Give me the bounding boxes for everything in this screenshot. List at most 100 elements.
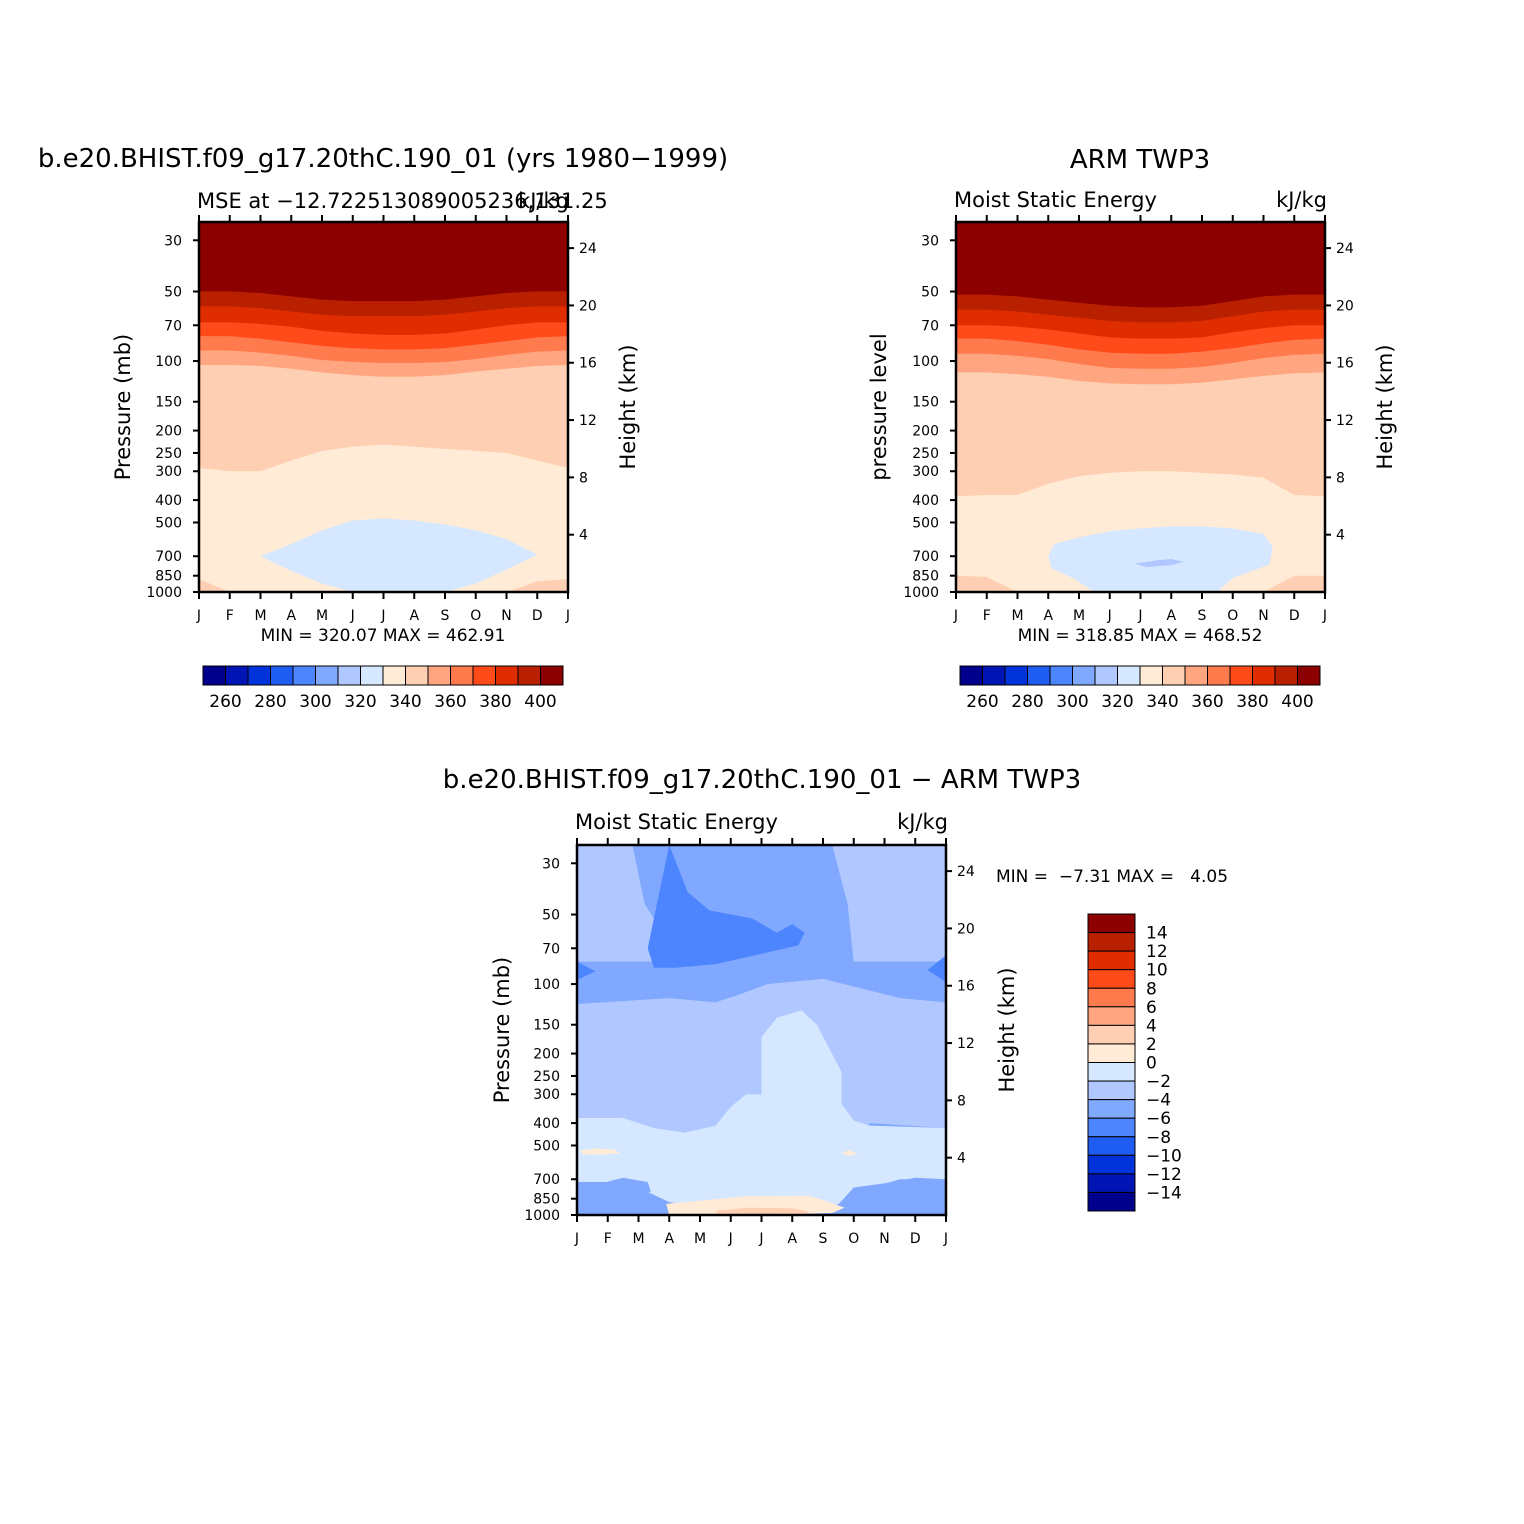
colorbar-cell bbox=[1087, 1024, 1136, 1045]
contour-band bbox=[260, 518, 538, 592]
x-tick-label: J bbox=[350, 608, 355, 624]
x-tick-label: M bbox=[316, 608, 328, 624]
y-tick-label: 1000 bbox=[903, 585, 939, 601]
panel1-y2label: Height (km) bbox=[616, 344, 640, 469]
y2-tick-label: 20 bbox=[1336, 298, 1354, 314]
y-tick-label: 100 bbox=[155, 354, 182, 370]
x-tick-label: N bbox=[1258, 608, 1268, 624]
colorbar-label: 320 bbox=[1101, 692, 1133, 712]
contour-band bbox=[199, 222, 568, 302]
colorbar-cell bbox=[1087, 1062, 1136, 1082]
colorbar-label: 280 bbox=[1011, 692, 1043, 712]
y-tick-label: 300 bbox=[533, 1087, 560, 1103]
colorbar-cell bbox=[1087, 1173, 1136, 1193]
colorbar-cell bbox=[360, 665, 384, 686]
x-tick-label: J bbox=[758, 1231, 763, 1247]
x-tick-label: A bbox=[1043, 608, 1053, 624]
x-tick-label: M bbox=[632, 1231, 644, 1247]
colorbar-label: −14 bbox=[1146, 1183, 1182, 1203]
x-tick-label: A bbox=[1166, 608, 1176, 624]
colorbar-label: 14 bbox=[1146, 924, 1168, 944]
y-tick-label: 200 bbox=[533, 1047, 560, 1063]
colorbar-label: 8 bbox=[1146, 979, 1157, 999]
x-tick-label: J bbox=[565, 608, 570, 624]
x-tick-label: A bbox=[664, 1231, 674, 1247]
y-tick-label: 70 bbox=[542, 941, 560, 957]
colorbar-label: −8 bbox=[1146, 1128, 1171, 1148]
contour-band bbox=[832, 845, 946, 962]
colorbar-cell bbox=[1229, 665, 1253, 686]
y-tick-label: 500 bbox=[155, 515, 182, 531]
colorbar-cell bbox=[1087, 987, 1136, 1008]
colorbar-cell bbox=[292, 665, 316, 686]
contour-band bbox=[841, 1150, 857, 1156]
panel1-ylabel: Pressure (mb) bbox=[111, 334, 135, 481]
colorbar-cell bbox=[1274, 665, 1298, 686]
y-tick-label: 150 bbox=[912, 395, 939, 411]
x-tick-label: N bbox=[501, 608, 511, 624]
panel1-contour-fills bbox=[199, 222, 568, 592]
panel3-y2label: Height (km) bbox=[995, 967, 1019, 1092]
x-tick-label: O bbox=[848, 1231, 859, 1247]
colorbar-cell bbox=[472, 665, 496, 686]
y-tick-label: 250 bbox=[155, 446, 182, 462]
contour-band bbox=[647, 845, 805, 968]
panel2-contour-fills bbox=[956, 222, 1325, 592]
x-tick-label: F bbox=[983, 608, 991, 624]
x-tick-label: M bbox=[1073, 608, 1085, 624]
colorbar-label: 400 bbox=[1281, 692, 1313, 712]
y-tick-label: 100 bbox=[533, 977, 560, 993]
colorbar-cell bbox=[1087, 1043, 1136, 1063]
contour-band bbox=[927, 955, 946, 983]
colorbar-label: 300 bbox=[1056, 692, 1088, 712]
colorbar-cell bbox=[1072, 665, 1096, 686]
colorbar-label: −2 bbox=[1146, 1072, 1171, 1092]
panel2-ylabel: pressure level bbox=[867, 333, 891, 480]
y2-tick-label: 8 bbox=[957, 1093, 966, 1109]
colorbar-cell bbox=[1087, 1136, 1136, 1156]
y2-tick-label: 20 bbox=[579, 298, 597, 314]
panel2-title: ARM TWP3 bbox=[1070, 145, 1210, 175]
x-tick-label: S bbox=[441, 608, 450, 624]
colorbar-cell bbox=[1087, 1006, 1136, 1026]
x-tick-label: J bbox=[953, 608, 958, 624]
x-tick-label: F bbox=[604, 1231, 612, 1247]
x-tick-label: J bbox=[380, 608, 385, 624]
y-tick-label: 200 bbox=[912, 424, 939, 440]
colorbar-label: −6 bbox=[1146, 1109, 1171, 1129]
panel1-title: b.e20.BHIST.f09_g17.20thC.190_01 (yrs 19… bbox=[38, 144, 728, 174]
colorbar-label: 280 bbox=[254, 692, 286, 712]
colorbar-cell bbox=[982, 665, 1006, 686]
colorbar-cell bbox=[1087, 1117, 1136, 1138]
y-tick-label: 1000 bbox=[146, 585, 182, 601]
colorbar-cell bbox=[959, 665, 983, 686]
colorbar-label: 360 bbox=[1191, 692, 1223, 712]
colorbar-cell bbox=[270, 665, 294, 686]
colorbar-cell bbox=[1162, 665, 1186, 686]
panel3-right-string: kJ/kg bbox=[897, 810, 948, 834]
panel3-stats: MIN = −7.31 MAX = 4.05 bbox=[996, 867, 1228, 887]
colorbar-cell bbox=[1087, 913, 1136, 934]
x-tick-label: O bbox=[1227, 608, 1238, 624]
x-tick-label: J bbox=[1107, 608, 1112, 624]
y-tick-label: 30 bbox=[542, 856, 560, 872]
colorbar-label: 260 bbox=[209, 692, 241, 712]
colorbar-label: 400 bbox=[524, 692, 556, 712]
contour-band bbox=[580, 1148, 621, 1156]
x-tick-label: D bbox=[910, 1231, 921, 1247]
colorbar-cell bbox=[247, 665, 271, 686]
panel3-title: b.e20.BHIST.f09_g17.20thC.190_01 − ARM T… bbox=[443, 765, 1081, 795]
contour-band bbox=[577, 845, 664, 962]
colorbar-cell bbox=[1139, 665, 1163, 686]
y-tick-label: 150 bbox=[155, 395, 182, 411]
x-tick-label: A bbox=[787, 1231, 797, 1247]
x-tick-label: J bbox=[574, 1231, 579, 1247]
contour-band bbox=[595, 1177, 651, 1202]
colorbar-cell bbox=[495, 665, 519, 686]
colorbar-label: 6 bbox=[1146, 998, 1157, 1018]
colorbar-label: 4 bbox=[1146, 1016, 1157, 1036]
colorbar-label: 360 bbox=[434, 692, 466, 712]
y-tick-label: 30 bbox=[164, 233, 182, 249]
colorbar-cell bbox=[382, 665, 406, 686]
colorbar-cell bbox=[450, 665, 474, 686]
